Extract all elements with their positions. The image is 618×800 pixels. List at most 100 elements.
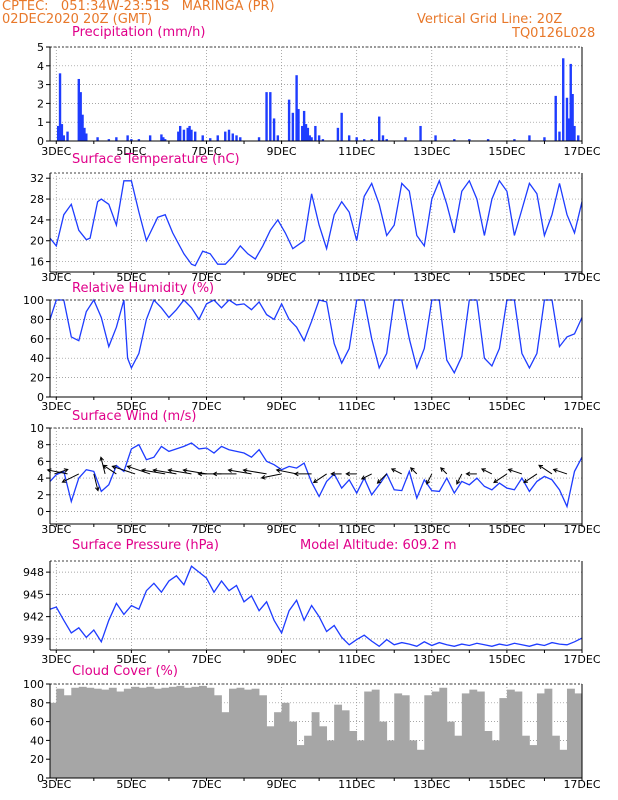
x-tick-label: 13DEC bbox=[413, 400, 450, 413]
data-bar bbox=[565, 97, 569, 141]
wind-arrow-head bbox=[167, 468, 173, 473]
y-tick-label: 8 bbox=[37, 439, 44, 452]
data-bar bbox=[453, 139, 456, 141]
data-bar bbox=[336, 127, 340, 141]
x-tick-label: 11DEC bbox=[338, 653, 375, 666]
data-bar bbox=[446, 721, 455, 778]
data-bar bbox=[216, 135, 219, 141]
data-bar bbox=[289, 721, 297, 778]
data-bar bbox=[78, 686, 87, 778]
data-bar bbox=[213, 695, 222, 778]
x-tick-label: 5DEC bbox=[116, 523, 146, 536]
wind-arrow-head bbox=[507, 468, 513, 473]
data-bar bbox=[276, 135, 280, 141]
data-bar bbox=[224, 131, 227, 141]
wind-arrow bbox=[183, 469, 207, 475]
x-tick-label: 17DEC bbox=[563, 145, 600, 158]
data-bar bbox=[162, 137, 165, 141]
data-bar bbox=[198, 685, 207, 778]
wind-arrow bbox=[313, 473, 327, 483]
data-series-line bbox=[49, 565, 583, 648]
data-bar bbox=[236, 687, 245, 778]
data-bar bbox=[566, 688, 575, 778]
data-bar bbox=[186, 127, 189, 141]
wind-arrow bbox=[440, 467, 448, 475]
wind-arrow bbox=[508, 468, 523, 475]
data-bar bbox=[364, 691, 373, 778]
y-tick-label: 40 bbox=[30, 734, 44, 747]
wind-arrow-head bbox=[360, 475, 366, 480]
y-tick-label: 24 bbox=[30, 214, 44, 227]
data-bar bbox=[311, 712, 320, 778]
y-tick-label: 945 bbox=[23, 588, 44, 601]
x-tick-label: 7DEC bbox=[191, 523, 221, 536]
wind-arrow bbox=[141, 469, 166, 475]
data-bar bbox=[454, 735, 463, 778]
wind-arrow-head bbox=[493, 478, 498, 484]
data-bar bbox=[529, 745, 538, 778]
data-bar bbox=[362, 139, 366, 141]
wind-arrow-head bbox=[152, 468, 158, 473]
y-tick-label: 0 bbox=[37, 135, 44, 148]
x-tick-label: 15DEC bbox=[488, 271, 525, 284]
x-tick-label: 5DEC bbox=[116, 653, 146, 666]
data-bar bbox=[239, 137, 242, 141]
y-tick-label: 20 bbox=[30, 753, 44, 766]
data-bar bbox=[63, 695, 72, 778]
panel-title: Surface Wind (m/s) bbox=[72, 409, 196, 424]
x-tick-label: 11DEC bbox=[338, 400, 375, 413]
data-bar bbox=[182, 129, 186, 141]
data-series-line bbox=[49, 298, 583, 375]
data-bar bbox=[334, 704, 343, 778]
data-bar bbox=[551, 735, 560, 778]
x-tick-label: 15DEC bbox=[488, 400, 525, 413]
data-bar bbox=[341, 710, 350, 778]
x-tick-label: 13DEC bbox=[413, 271, 450, 284]
wind-arrow-head bbox=[260, 474, 266, 480]
x-tick-label: 7DEC bbox=[191, 400, 221, 413]
x-tick-label: 9DEC bbox=[267, 778, 297, 791]
x-tick-label: 7DEC bbox=[191, 653, 221, 666]
y-tick-label: 942 bbox=[23, 611, 44, 624]
data-bar bbox=[394, 693, 403, 778]
wind-arrow-head bbox=[140, 468, 146, 473]
wind-arrow bbox=[481, 468, 493, 475]
x-tick-label: 17DEC bbox=[563, 653, 600, 666]
wind-arrow bbox=[361, 473, 372, 480]
y-tick-label: 80 bbox=[30, 313, 44, 326]
data-bar bbox=[506, 689, 515, 778]
wind-arrow bbox=[93, 473, 99, 491]
data-bar bbox=[163, 139, 167, 141]
data-bar bbox=[321, 139, 325, 141]
data-bar bbox=[521, 735, 530, 778]
data-bar bbox=[308, 135, 311, 141]
data-bar bbox=[409, 740, 418, 778]
x-tick-label: 17DEC bbox=[563, 523, 600, 536]
data-bar bbox=[71, 687, 80, 778]
x-tick-label: 11DEC bbox=[338, 271, 375, 284]
panel-title: Cloud Cover (%) bbox=[72, 664, 178, 679]
wind-arrow-head bbox=[293, 471, 299, 477]
data-bar bbox=[183, 687, 192, 778]
panel-3: Surface Wind (m/s) 3DEC 5DEC 7DEC 9DEC 11DEC 1… bbox=[30, 409, 601, 536]
panel-title: Relative Humidity (%) bbox=[72, 281, 214, 296]
y-tick-label: 5 bbox=[37, 41, 44, 54]
data-bar bbox=[209, 138, 212, 141]
wind-arrow-head bbox=[480, 468, 486, 473]
x-tick-label: 9DEC bbox=[267, 400, 297, 413]
data-bar bbox=[317, 135, 321, 141]
x-tick-label: 9DEC bbox=[267, 145, 297, 158]
data-bar bbox=[148, 135, 152, 141]
data-bar bbox=[160, 134, 163, 141]
data-bar bbox=[296, 745, 305, 778]
data-bar bbox=[424, 695, 433, 778]
data-bar bbox=[126, 135, 129, 141]
wind-arrow bbox=[127, 465, 151, 475]
data-bar bbox=[266, 726, 275, 778]
wind-arrow-head bbox=[552, 468, 558, 473]
data-bar bbox=[251, 688, 260, 778]
wind-arrow bbox=[456, 473, 463, 485]
data-bar bbox=[468, 139, 471, 141]
wind-arrow bbox=[228, 469, 252, 475]
